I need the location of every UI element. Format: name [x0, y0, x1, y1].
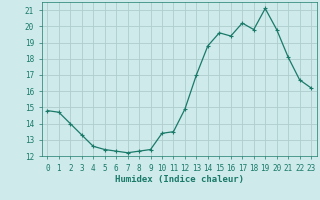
X-axis label: Humidex (Indice chaleur): Humidex (Indice chaleur) — [115, 175, 244, 184]
